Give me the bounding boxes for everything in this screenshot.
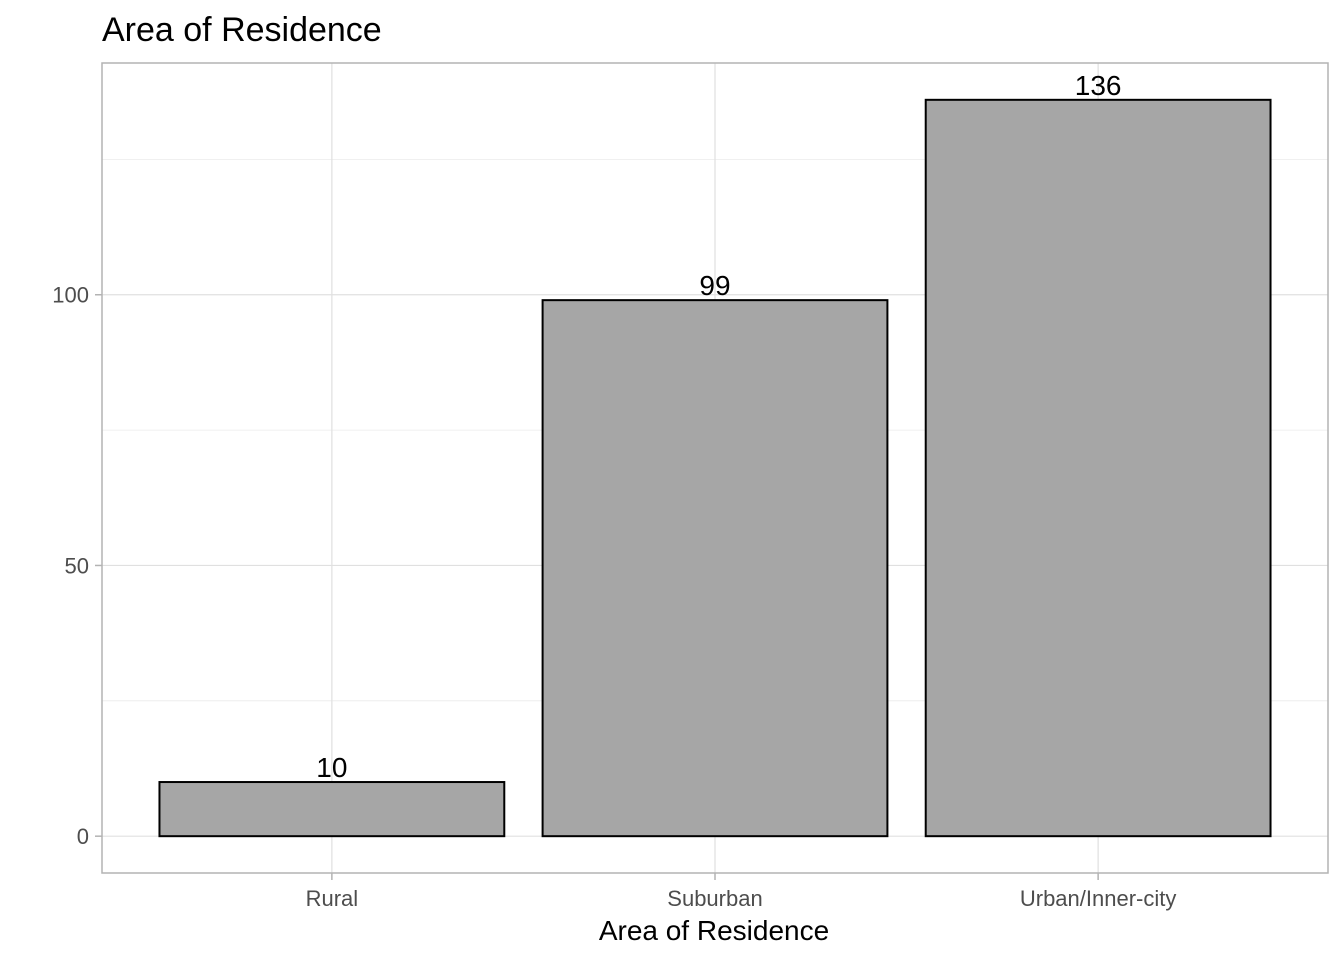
data-label: 136 <box>1075 70 1122 101</box>
bar-rural <box>158 781 506 838</box>
data-label: 10 <box>316 752 347 783</box>
x-axis-title: Area of Residence <box>599 915 829 946</box>
data-label: 99 <box>699 270 730 301</box>
axis-ticks: 0 50 100 Rural Suburban Urban/Inner-city <box>52 283 1176 911</box>
chart-title: Area of Residence <box>102 11 382 49</box>
data-labels: 10 99 136 <box>316 70 1121 783</box>
x-tick-label: Suburban <box>667 886 762 911</box>
y-tick-label: 50 <box>65 553 89 578</box>
y-tick-label: 100 <box>52 283 89 308</box>
bar-suburban <box>541 299 889 838</box>
y-tick-label: 0 <box>77 824 89 849</box>
bar-urban-inner-city <box>924 98 1272 838</box>
x-tick-label: Rural <box>306 886 359 911</box>
bars <box>158 98 1272 838</box>
x-tick-label: Urban/Inner-city <box>1020 886 1177 911</box>
